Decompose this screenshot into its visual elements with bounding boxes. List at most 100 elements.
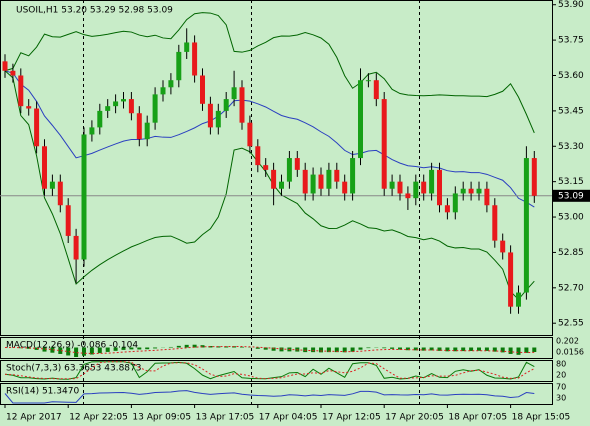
- macd-bar: [89, 347, 94, 355]
- macd-bar: [26, 347, 31, 349]
- macd-bar: [445, 347, 450, 352]
- panel-label: MACD(12,26,9) -0.086 -0.104: [6, 341, 138, 351]
- candle-body: [144, 122, 150, 140]
- candle-body: [247, 122, 253, 147]
- macd-bar: [42, 347, 47, 352]
- candle-body: [231, 87, 237, 100]
- y-tick-label: 53.90: [558, 0, 584, 10]
- macd-bar: [153, 347, 158, 349]
- rsi-line: [4, 390, 535, 404]
- x-tick-label: 17 Apr 20:05: [385, 413, 444, 423]
- macd-bar: [105, 347, 110, 352]
- macd-bar: [342, 347, 347, 353]
- y-tick-label: 53.00: [558, 213, 584, 223]
- panel-tick-label: 80: [556, 360, 566, 369]
- macd-bar: [50, 347, 55, 353]
- macd-bar: [508, 347, 513, 354]
- macd-bar: [192, 344, 197, 348]
- candle-body: [389, 181, 395, 189]
- candle-body: [437, 169, 442, 206]
- candle-body: [373, 80, 379, 100]
- candle-body: [523, 158, 529, 293]
- macd-bar: [168, 346, 173, 348]
- macd-bar: [137, 347, 142, 350]
- candle-body: [302, 169, 308, 194]
- macd-bar: [500, 347, 505, 353]
- panel-tick-label: 0.202: [556, 337, 579, 346]
- macd-bar: [358, 347, 363, 350]
- y-tick-label: 53.75: [558, 36, 584, 46]
- candle-body: [65, 205, 71, 236]
- plot-frame: [0, 0, 553, 336]
- candle-body: [421, 181, 427, 194]
- panel-tick-label: 20: [556, 371, 566, 380]
- macd-bar: [121, 347, 126, 350]
- candle-body: [500, 240, 506, 253]
- candle-body: [476, 188, 482, 194]
- macd-bar: [263, 347, 268, 350]
- macd-bar: [66, 347, 71, 356]
- macd-bar: [129, 347, 134, 350]
- macd-bar: [366, 347, 371, 349]
- candle-body: [310, 174, 316, 194]
- macd-bar: [200, 345, 205, 348]
- candle-body: [10, 70, 16, 76]
- macd-bar: [113, 347, 118, 351]
- macd-bar: [255, 347, 260, 349]
- macd-bar: [492, 347, 497, 352]
- candle-body: [263, 165, 269, 170]
- panel-tick-label: 70: [556, 383, 566, 392]
- y-tick-label: 53.15: [558, 177, 584, 187]
- stoch-signal: [4, 361, 535, 380]
- candle-body: [105, 106, 111, 111]
- x-tick-label: 13 Apr 17:05: [196, 413, 255, 423]
- macd-bar: [145, 347, 150, 350]
- x-tick-label: 17 Apr 04:05: [259, 413, 318, 423]
- candle-body: [42, 146, 47, 189]
- x-tick-label: 18 Apr 15:05: [512, 413, 571, 423]
- current-price-label: 53.09: [558, 191, 584, 201]
- macd-bar: [319, 347, 323, 353]
- panel-label: RSI(14) 51.3470: [6, 387, 79, 397]
- macd-bar: [74, 347, 79, 357]
- macd-bar: [429, 347, 434, 351]
- macd-bar: [484, 347, 489, 351]
- candle-body: [508, 252, 514, 307]
- candle-body: [460, 188, 466, 194]
- macd-bar: [279, 347, 284, 352]
- macd-bar: [382, 347, 387, 349]
- macd-bar: [398, 347, 402, 350]
- day-separators: [83, 0, 420, 404]
- macd-bar: [461, 347, 466, 352]
- macd-bar: [413, 347, 418, 351]
- candle-body: [318, 174, 324, 189]
- candle-body: [152, 94, 158, 123]
- macd-bar: [405, 347, 410, 351]
- candle-body: [484, 188, 490, 206]
- candle-body: [49, 181, 55, 189]
- candle-body: [81, 134, 87, 260]
- macd-bar: [176, 345, 181, 348]
- candle-body: [239, 87, 245, 123]
- y-tick-label: 52.70: [558, 283, 584, 293]
- macd-bar: [184, 344, 189, 348]
- candle-body: [215, 110, 221, 128]
- candle-body: [128, 99, 134, 114]
- candle-body: [26, 106, 32, 109]
- panel-tick-label: 0.0156: [556, 348, 584, 357]
- candle-body: [34, 108, 40, 147]
- candle-body: [342, 181, 348, 194]
- candle-body: [121, 99, 126, 102]
- panel-frame: [0, 337, 553, 359]
- candle-body: [57, 181, 63, 206]
- chart-title: USOIL,H1 53.20 53.29 52.98 53.09: [16, 6, 173, 16]
- panel-frame: [0, 383, 553, 405]
- candle-body: [381, 99, 387, 189]
- macd-bar: [477, 347, 481, 351]
- macd-bar: [437, 347, 442, 351]
- candle-body: [176, 51, 182, 81]
- macd-bar: [421, 347, 426, 351]
- candle-body: [160, 87, 166, 95]
